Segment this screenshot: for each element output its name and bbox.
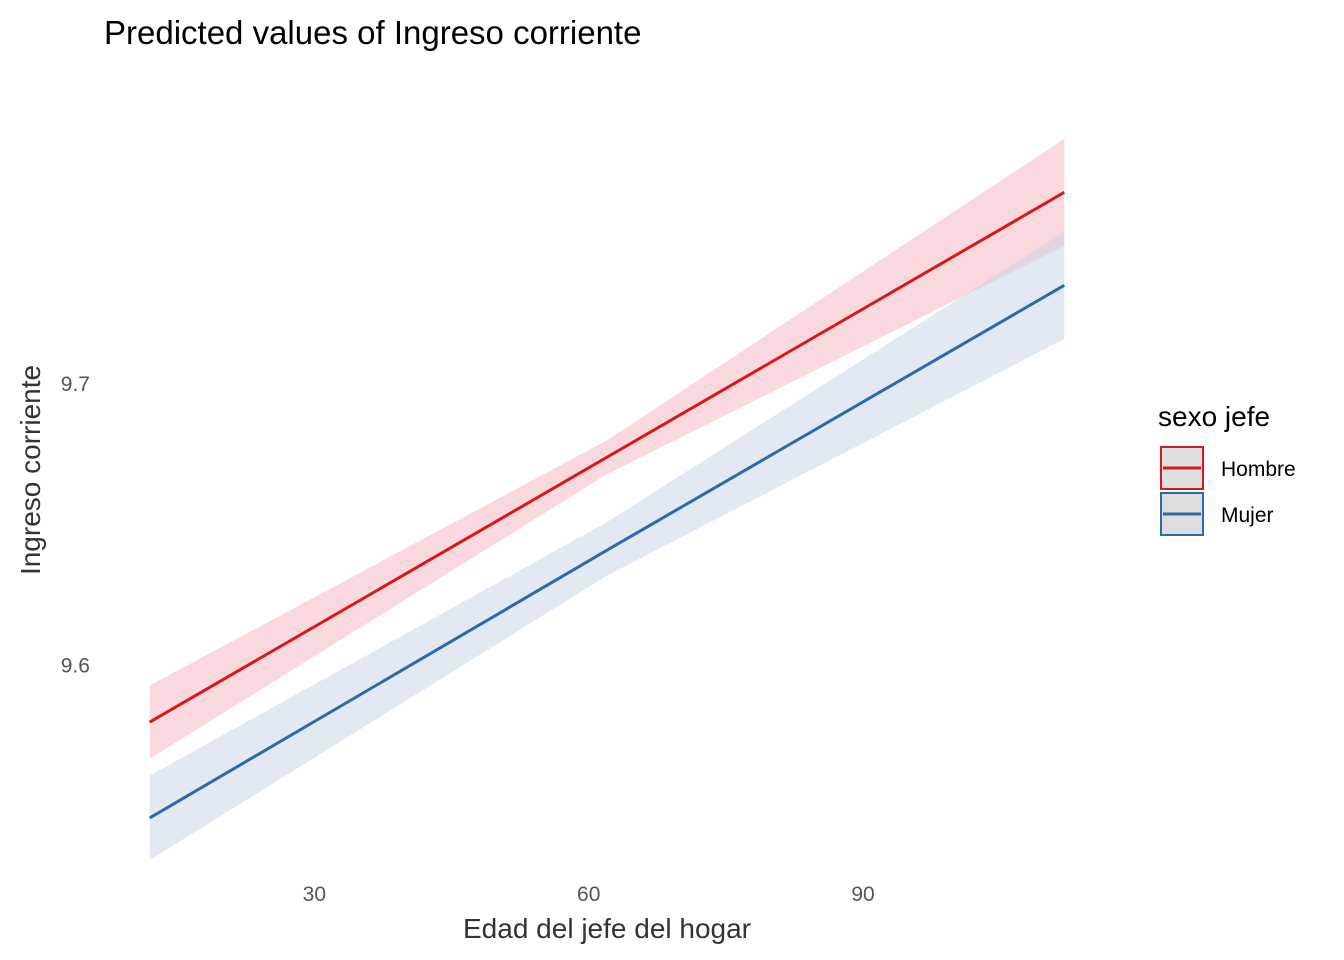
x-axis-title: Edad del jefe del hogar [463, 913, 751, 944]
legend-label-mujer: Mujer [1221, 504, 1274, 527]
confidence-bands [149, 138, 1065, 861]
legend-title: sexo jefe [1158, 401, 1270, 432]
legend-keys: Hombre Mujer [1160, 446, 1296, 536]
confidence-band-mujer [149, 231, 1065, 861]
y-tick-label: 9.7 [61, 373, 90, 396]
y-tick-label: 9.6 [61, 655, 90, 678]
y-axis-ticks: 9.6 9.7 [61, 373, 90, 678]
x-tick-label: 60 [577, 883, 600, 906]
x-tick-label: 90 [851, 883, 874, 906]
legend-label-hombre: Hombre [1221, 458, 1296, 481]
prediction-lines [148, 191, 1066, 820]
prediction-line-mujer [148, 284, 1066, 820]
x-tick-label: 30 [303, 883, 326, 906]
y-axis-title: Ingreso corriente [15, 365, 46, 575]
chart-title: Predicted values of Ingreso corriente [104, 14, 641, 51]
confidence-band-hombre [149, 138, 1065, 759]
legend: sexo jefe Hombre Mujer [1158, 401, 1296, 536]
x-axis-ticks: 30 60 90 [303, 883, 875, 906]
prediction-line-hombre [148, 191, 1066, 724]
